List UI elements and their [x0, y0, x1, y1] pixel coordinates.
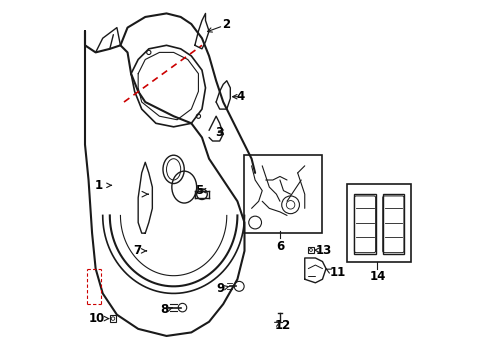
Text: 3: 3 — [215, 126, 223, 139]
Bar — [244, 155, 322, 233]
Bar — [354, 194, 375, 255]
Text: 11: 11 — [329, 266, 345, 279]
Text: 2: 2 — [222, 18, 230, 31]
Text: 10: 10 — [88, 312, 104, 325]
Text: 1: 1 — [94, 179, 102, 192]
Text: 14: 14 — [368, 270, 385, 283]
Bar — [307, 247, 313, 253]
Text: 7: 7 — [133, 244, 142, 257]
Bar — [346, 184, 410, 261]
Text: 8: 8 — [160, 303, 168, 316]
Bar — [382, 194, 403, 255]
Text: 5: 5 — [195, 184, 203, 197]
Text: 6: 6 — [275, 240, 284, 253]
Bar — [110, 315, 116, 322]
Text: 12: 12 — [274, 319, 290, 332]
Text: 4: 4 — [236, 90, 244, 103]
Text: 13: 13 — [315, 244, 331, 257]
Text: 9: 9 — [216, 282, 224, 294]
